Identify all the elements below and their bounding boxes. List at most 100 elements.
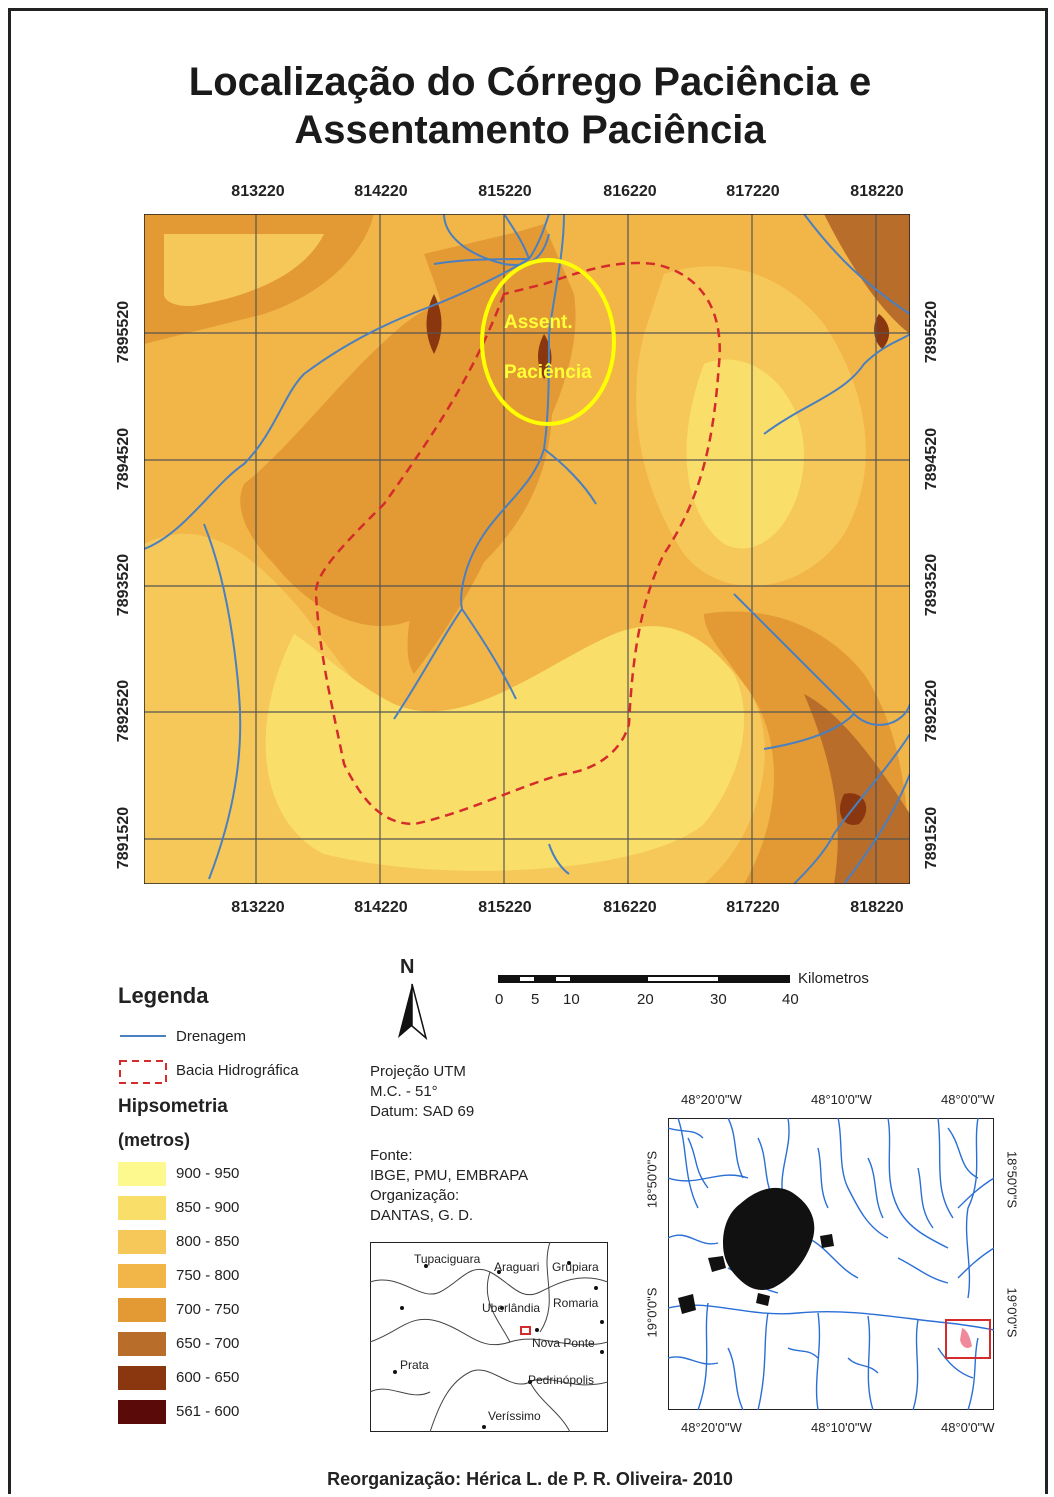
northing-left-3: 7893520 xyxy=(115,553,132,617)
utm-grid xyxy=(144,214,910,884)
elevation-800-850-nw xyxy=(164,234,324,306)
hyp-label-7: 600 - 650 xyxy=(176,1369,240,1386)
city-grupiara: Grupiara xyxy=(552,1260,599,1274)
easting-top-3: 815220 xyxy=(478,183,532,200)
northing-right-4: 7892520 xyxy=(923,679,940,743)
hyp-swatch-7 xyxy=(118,1366,166,1390)
easting-bottom-5: 817220 xyxy=(726,899,780,916)
legend-drainage-label: Drenagem xyxy=(176,1028,247,1045)
hyp-swatch-4 xyxy=(118,1264,166,1288)
title-line-2: Assentamento Paciência xyxy=(294,108,766,152)
north-letter: N xyxy=(400,956,415,978)
hyp-label-4: 750 - 800 xyxy=(176,1267,240,1284)
easting-bottom-1: 813220 xyxy=(231,899,285,916)
drainage-legend-line xyxy=(120,1035,166,1037)
inset-study-area-box xyxy=(945,1319,991,1359)
northing-right-1: 7895520 xyxy=(923,300,940,364)
hyp-swatch-6 xyxy=(118,1332,166,1356)
northing-right-5: 7891520 xyxy=(923,806,940,870)
urban-area-uberlandia xyxy=(723,1187,815,1290)
scale-tick-0: 0 xyxy=(495,991,504,1008)
drainage-network xyxy=(144,214,910,884)
elevation-700-750-valley-center xyxy=(407,224,576,674)
inset-study-area-fill xyxy=(960,1328,972,1348)
study-area-marker xyxy=(520,1326,531,1335)
inset-lon-bottom-1: 48°20'0"W xyxy=(681,1420,742,1435)
hyp-label-2: 850 - 900 xyxy=(176,1199,240,1216)
inset-rivers xyxy=(668,1118,994,1410)
projection-info: Projeção UTM M.C. - 51° Datum: SAD 69 xyxy=(370,1062,474,1122)
inset-lon-top-2: 48°10'0"W xyxy=(811,1092,872,1107)
easting-top-6: 818220 xyxy=(850,183,904,200)
source-info: Fonte: IBGE, PMU, EMBRAPA Organização: D… xyxy=(370,1146,528,1226)
elevation-600-650-patch-1 xyxy=(426,294,442,354)
easting-bottom-6: 818220 xyxy=(850,899,904,916)
easting-top-5: 817220 xyxy=(726,183,780,200)
hyp-label-8: 561 - 600 xyxy=(176,1403,240,1420)
inset-lon-top-1: 48°20'0"W xyxy=(681,1092,742,1107)
page-frame xyxy=(8,8,1048,1494)
settlement-label-paciencia: Paciência xyxy=(504,362,592,383)
elevation-850-900-south xyxy=(265,626,744,871)
easting-bottom-4: 816220 xyxy=(603,899,657,916)
title-line-1: Localização do Córrego Paciência e xyxy=(188,60,872,104)
inset-lat-right-1: 18°50'0"S xyxy=(1004,1150,1020,1209)
hyp-swatch-3 xyxy=(118,1230,166,1254)
elevation-650-700-se xyxy=(804,694,910,884)
easting-top-1: 813220 xyxy=(231,183,285,200)
inset-lon-bottom-2: 48°10'0"W xyxy=(811,1420,872,1435)
hyp-label-1: 900 - 950 xyxy=(176,1165,240,1182)
hyp-label-5: 700 - 750 xyxy=(176,1301,240,1318)
inset-lat-left-2: 19°0'0"S xyxy=(644,1287,660,1338)
hyp-swatch-5 xyxy=(118,1298,166,1322)
inset-lat-left-1: 18°50'0"S xyxy=(644,1150,660,1209)
regional-boundaries xyxy=(370,1242,608,1432)
urban-patch-3 xyxy=(678,1294,696,1314)
scale-unit: Kilometros xyxy=(798,970,869,987)
regional-map: Tupaciguara Araguari Grupiara Uberlândia… xyxy=(370,1242,608,1432)
hypsometry-map: Assent. Paciência xyxy=(144,214,910,884)
settlement-circle xyxy=(480,258,616,426)
credit-line: Reorganização: Hérica L. de P. R. Olivei… xyxy=(327,1469,733,1489)
easting-top-2: 814220 xyxy=(354,183,408,200)
inset-lon-bottom-3: 48°0'0"W xyxy=(941,1420,995,1435)
source-label: Fonte: xyxy=(370,1147,413,1164)
city-tupaciguara: Tupaciguara xyxy=(414,1252,481,1266)
legend-title: Legenda xyxy=(118,983,209,1008)
scale-tick-30: 30 xyxy=(710,991,727,1008)
inset-lat-right-2: 19°0'0"S xyxy=(1004,1287,1020,1338)
hyp-label-6: 650 - 700 xyxy=(176,1335,240,1352)
legend-basin-label: Bacia Hidrográfica xyxy=(176,1062,299,1079)
easting-top-4: 816220 xyxy=(603,183,657,200)
projection-line-1: Projeção UTM xyxy=(370,1063,466,1080)
northing-left-5: 7891520 xyxy=(115,806,132,870)
map-title: Localização do Córrego Paciência e Assen… xyxy=(100,58,960,154)
basin-legend-symbol xyxy=(119,1060,167,1084)
organization-value: DANTAS, G. D. xyxy=(370,1207,474,1224)
easting-bottom-3: 815220 xyxy=(478,899,532,916)
scale-tick-5: 5 xyxy=(531,991,540,1008)
city-araguari: Araguari xyxy=(494,1260,539,1274)
settlement-label-assent: Assent. xyxy=(504,312,573,333)
hypsometry-unit: (metros) xyxy=(118,1130,191,1150)
organization-label: Organização: xyxy=(370,1187,460,1204)
urban-patch-4 xyxy=(756,1293,770,1306)
city-points xyxy=(393,1261,604,1429)
north-arrow-icon xyxy=(398,983,428,1041)
city-pedrinopolis: Pedrinópolis xyxy=(528,1373,594,1387)
basin-outline xyxy=(314,261,721,826)
urban-patch-1 xyxy=(820,1234,834,1248)
elevation-600-650-patch-3 xyxy=(874,314,890,349)
scale-tick-40: 40 xyxy=(782,991,799,1008)
urban-patch-2 xyxy=(708,1256,726,1272)
northing-right-3: 7893520 xyxy=(923,553,940,617)
source-value: IBGE, PMU, EMBRAPA xyxy=(370,1167,529,1184)
hyp-swatch-8 xyxy=(118,1400,166,1424)
hyp-swatch-1 xyxy=(118,1162,166,1186)
northing-left-2: 7894520 xyxy=(115,427,132,491)
city-prata: Prata xyxy=(400,1358,429,1372)
inset-lon-top-3: 48°0'0"W xyxy=(941,1092,995,1107)
projection-line-2: M.C. - 51° xyxy=(370,1083,438,1100)
city-uberlandia: Uberlândia xyxy=(482,1301,540,1315)
